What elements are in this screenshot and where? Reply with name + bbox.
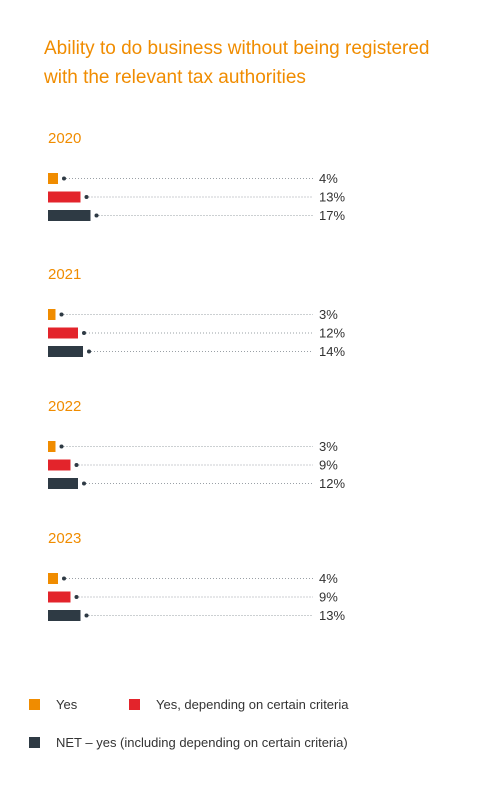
value-label-2023-criteria: 9% [319,590,338,605]
chart-title: Ability to do business without being reg… [44,38,430,88]
bar-end-dot-2020-yes [62,176,66,181]
value-label-2022-net: 12% [319,476,345,491]
bar-2023-net [48,610,81,621]
group-year-label-2021: 2021 [48,266,81,283]
legend-item-net: NET – yes (including depending on certai… [29,735,348,750]
group-year-label-2020: 2020 [48,130,81,147]
value-label-2020-criteria: 13% [319,190,345,205]
value-label-2022-yes: 3% [319,439,338,454]
value-label-2020-yes: 4% [319,171,338,186]
legend-swatch-criteria [129,699,140,710]
bar-end-dot-2021-net [87,349,91,354]
bar-2021-net [48,346,83,357]
bar-2020-net [48,210,91,221]
bar-2022-yes [48,441,56,452]
legend-label-yes: Yes [56,697,78,712]
bar-2021-yes [48,309,56,320]
bar-end-dot-2020-net [94,213,99,218]
bar-2022-net [48,478,78,489]
bar-2023-criteria [48,591,71,603]
value-label-2023-yes: 4% [319,571,338,586]
bar-end-dot-2022-yes [59,444,64,449]
legend-item-criteria: Yes, depending on certain criteria [129,697,348,712]
legend-swatch-net [29,737,40,748]
value-label-2021-yes: 3% [319,307,338,322]
legend-swatch-yes [29,699,40,710]
legend-label-net: NET – yes (including depending on certai… [56,735,348,750]
bar-end-dot-2022-net [82,481,86,486]
value-label-2021-criteria: 12% [319,326,345,341]
bar-2022-criteria [48,459,71,471]
bar-end-dot-2020-criteria [84,195,89,199]
bar-2021-criteria [48,327,78,339]
legend-label-criteria: Yes, depending on certain criteria [156,697,349,712]
bar-end-dot-2023-criteria [74,595,79,599]
group-year-label-2022: 2022 [48,398,81,415]
bar-2023-yes [48,573,58,584]
bar-end-dot-2022-criteria [74,463,79,467]
legend-item-yes: Yes [29,697,77,712]
bar-chart: 2020 4% 13% 17% 2021 3% 12% 14% 2022 3% 9% 12% 2023 4… [48,130,345,623]
value-label-2021-net: 14% [319,344,345,359]
bar-end-dot-2023-yes [62,576,66,581]
bar-2020-criteria [48,191,81,203]
value-label-2023-net: 13% [319,608,345,623]
group-year-label-2023: 2023 [48,530,81,547]
bar-end-dot-2021-criteria [82,331,86,335]
bar-end-dot-2021-yes [59,312,64,317]
bar-2020-yes [48,173,58,184]
value-label-2022-criteria: 9% [319,458,338,473]
bar-end-dot-2023-net [84,613,89,618]
value-label-2020-net: 17% [319,208,345,223]
